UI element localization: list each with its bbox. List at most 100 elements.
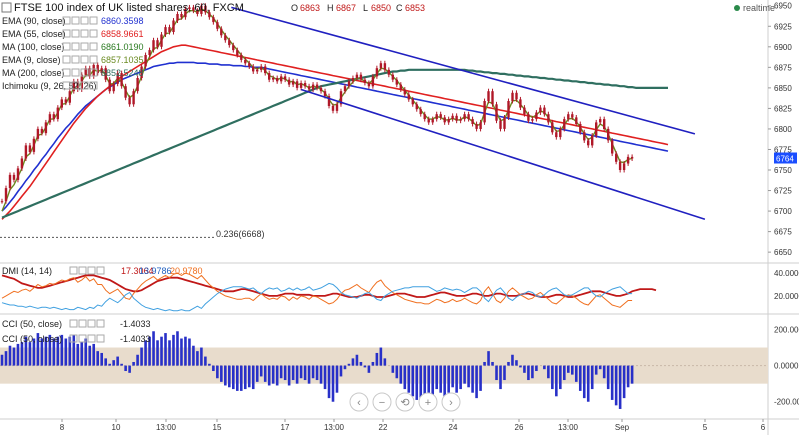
candle-body	[459, 119, 462, 121]
price-tick-label: 6825	[774, 104, 792, 113]
candle-body	[76, 81, 79, 90]
candle-body	[575, 117, 578, 124]
candle-body	[475, 124, 478, 129]
dmi-plus-value: 20.9780	[170, 266, 203, 276]
candle-body	[92, 64, 95, 77]
candle-body	[483, 101, 486, 123]
dmi-minus-di-line	[1, 282, 633, 312]
cci-legend: CCI (50, close) -1.4033 CCI (50, close) …	[2, 319, 151, 344]
candle-body	[176, 14, 179, 21]
candle-body	[622, 163, 626, 170]
candle-body	[315, 84, 319, 88]
time-tick-label: 13:00	[324, 423, 345, 432]
candle-body	[164, 27, 167, 35]
indicator-control-icon	[78, 319, 87, 328]
candle-body	[507, 101, 510, 118]
candle-body	[8, 174, 12, 188]
indicator-control-icon	[62, 68, 71, 77]
candle-body	[156, 40, 159, 47]
candle-body	[531, 119, 534, 121]
candle-body	[339, 91, 343, 105]
candle-body	[603, 119, 606, 129]
candle-body	[295, 81, 299, 88]
cci-tick-label: -200.0000	[774, 398, 799, 407]
price-tick-label: 6900	[774, 43, 792, 52]
candle-body	[443, 117, 446, 123]
indicator-control-icon	[71, 55, 80, 64]
dmi-controls[interactable]	[69, 266, 105, 275]
cci-controls-2[interactable]	[69, 334, 105, 343]
cci-label: CCI (50, close)	[2, 319, 62, 329]
candle-body	[611, 140, 614, 154]
candle-body	[607, 128, 610, 141]
dmi-legend: DMI (14, 14) 17.3064 13.9786 20.9780	[2, 266, 203, 276]
candle-body	[583, 132, 586, 141]
scroll-right-button[interactable]	[441, 392, 461, 412]
candle-body	[240, 55, 243, 60]
candle-body	[423, 114, 426, 120]
cci-tick-label: 200.0000	[774, 325, 799, 334]
ma-200-line	[1, 68, 668, 219]
candle-body	[20, 158, 24, 169]
candle-body	[343, 86, 347, 92]
candle-body	[48, 114, 52, 123]
indicator-legend-name: MA (100, close)	[2, 42, 65, 52]
candle-body	[24, 145, 28, 159]
candle-body	[148, 50, 151, 55]
indicator-control-icon	[71, 81, 80, 90]
candle-body	[16, 168, 20, 180]
candle-body	[331, 105, 335, 111]
indicator-control-icon	[71, 68, 80, 77]
candle-body	[355, 74, 359, 78]
candle-body	[200, 5, 203, 14]
candle-body	[511, 92, 514, 101]
reset-button[interactable]	[395, 392, 415, 412]
candle-body	[547, 114, 550, 123]
chart-title: FTSE 100 index of UK listed shares, 60, …	[14, 2, 244, 14]
indicator-control-icon	[62, 16, 71, 25]
indicator-control-icon	[62, 42, 71, 51]
candle-body	[391, 74, 394, 80]
candle-body	[264, 66, 267, 74]
zoom-out-button[interactable]	[372, 392, 392, 412]
fib-level-label: 0.236(6668)	[216, 229, 265, 239]
dmi-tick-label: 40.0000	[774, 269, 799, 278]
indicator-legend-value: 6861.0190	[101, 42, 144, 52]
candle-body	[56, 107, 59, 120]
cci-value-2: -1.4033	[120, 334, 151, 344]
candle-body	[84, 68, 87, 75]
indicator-control-icon	[87, 266, 96, 275]
scroll-left-button[interactable]	[349, 392, 369, 412]
ohlc-open-value: 6863	[300, 3, 320, 13]
candle-body	[351, 78, 355, 82]
candle-body	[399, 84, 402, 90]
candle-body	[224, 35, 227, 41]
candle-body	[523, 107, 526, 115]
channel-lower-line	[300, 88, 706, 221]
candle-body	[491, 91, 494, 105]
candle-body	[451, 115, 454, 120]
candle-body	[168, 27, 171, 32]
time-tick-label: 15	[213, 423, 222, 432]
candle-body	[595, 122, 598, 136]
candles-layer	[0, 3, 634, 204]
cci-controls[interactable]	[69, 319, 105, 328]
time-tick-label: 13:00	[558, 423, 579, 432]
candle-body	[100, 68, 103, 74]
indicator-control-icon	[71, 42, 80, 51]
candle-body	[479, 122, 482, 129]
price-tick-label: 6875	[774, 63, 792, 72]
ohlc-high-value: 6867	[336, 3, 356, 13]
indicator-control-icon	[80, 55, 89, 64]
candle-body	[252, 66, 255, 72]
candle-body	[307, 86, 311, 90]
collapse-toggle-icon[interactable]	[1, 2, 12, 13]
zoom-in-button[interactable]	[418, 392, 438, 412]
candle-body	[439, 114, 442, 118]
candle-body	[272, 78, 275, 80]
candle-body	[411, 99, 414, 105]
candle-body	[140, 66, 143, 78]
candle-body	[455, 115, 458, 121]
candle-body	[116, 73, 119, 84]
candle-body	[64, 99, 67, 103]
